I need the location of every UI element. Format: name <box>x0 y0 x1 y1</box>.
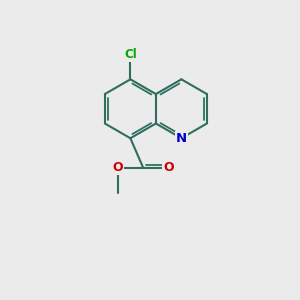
Text: O: O <box>163 161 174 174</box>
Text: O: O <box>112 161 123 174</box>
Text: Cl: Cl <box>124 48 137 61</box>
Text: N: N <box>176 132 187 145</box>
